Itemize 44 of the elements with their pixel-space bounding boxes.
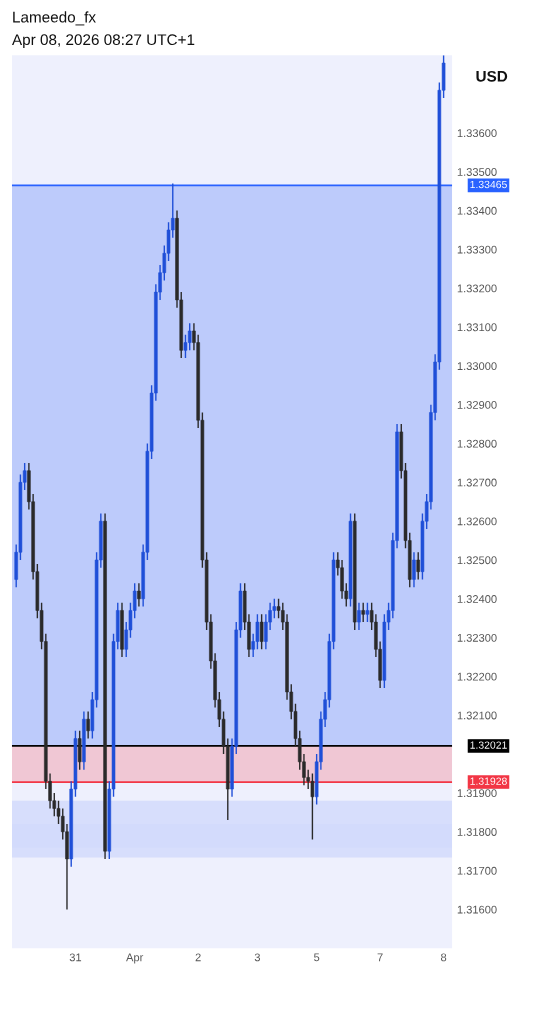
candlestick — [361, 602, 365, 623]
y-tick-label: 1.32500 — [457, 556, 497, 565]
y-tick-label: 1.32400 — [457, 595, 497, 603]
candlestick — [412, 551, 416, 588]
candlestick — [77, 730, 82, 771]
candlestick — [137, 582, 141, 608]
ref-line-label: 1.32021 — [470, 741, 507, 749]
y-tick-label: 1.31700 — [457, 866, 497, 875]
x-tick-label: 31 — [69, 953, 82, 962]
y-tick-label: 1.33400 — [457, 206, 497, 215]
y-tick-label: 1.33100 — [457, 323, 497, 332]
x-tick-label: 8 — [440, 953, 447, 962]
y-tick-label: 1.32100 — [457, 711, 497, 720]
ref-line-label: 1.33465 — [470, 180, 507, 189]
chart-subtitle: Apr 08, 2026 08:27 UTC+1 — [12, 34, 195, 49]
candlestick — [357, 602, 361, 631]
y-tick-label: 1.32700 — [457, 478, 497, 487]
candlestick — [310, 772, 315, 841]
x-tick-label: 5 — [314, 953, 320, 962]
y-tick-label: 1.31800 — [457, 828, 497, 836]
x-tick-label: 7 — [377, 953, 383, 962]
y-tick-label: 1.32900 — [457, 400, 497, 409]
y-tick-label: 1.33600 — [457, 129, 497, 138]
x-tick-label: 2 — [195, 953, 201, 962]
chart-title: Lameedo_fx — [13, 11, 96, 26]
candlestick — [187, 322, 192, 352]
y-tick-label: 1.33500 — [457, 168, 497, 176]
y-tick-label: 1.31600 — [457, 905, 497, 914]
y-tick-label: 1.32300 — [457, 633, 497, 642]
y-tick-label: 1.32200 — [457, 672, 497, 681]
y-tick-label: 1.32600 — [457, 517, 497, 526]
y-tick-label: 1.33200 — [457, 284, 497, 293]
y-axis-title: USD — [476, 70, 508, 82]
candlestick — [86, 710, 90, 740]
ref-line-label: 1.31928 — [470, 777, 507, 785]
y-tick-label: 1.33000 — [457, 362, 497, 371]
y-tick-label: 1.33300 — [457, 245, 497, 254]
x-tick-label: Apr — [126, 953, 144, 964]
candlestick — [365, 602, 370, 623]
y-tick-label: 1.32800 — [457, 439, 497, 448]
y-tick-label: 1.31900 — [457, 789, 497, 798]
candlestick — [416, 551, 420, 581]
x-tick-label: 3 — [254, 953, 261, 962]
candlestick — [259, 613, 264, 650]
